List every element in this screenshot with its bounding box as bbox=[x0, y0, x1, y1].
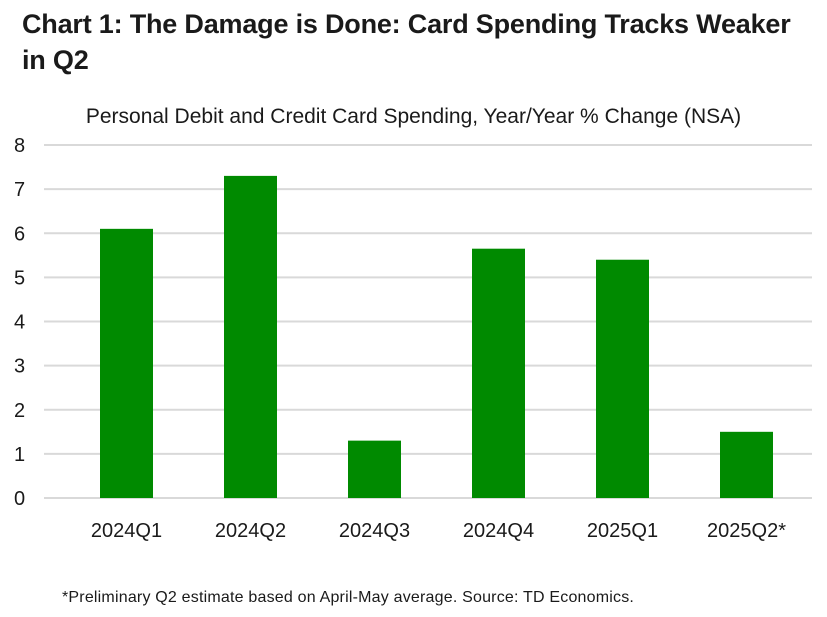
y-tick-label: 7 bbox=[14, 179, 25, 201]
bar-2025q1 bbox=[596, 259, 649, 498]
y-tick-label: 8 bbox=[14, 135, 25, 157]
y-tick-label: 2 bbox=[14, 400, 25, 422]
x-tick-label: 2024Q1 bbox=[91, 520, 162, 542]
x-tick-label: 2025Q1 bbox=[587, 520, 658, 542]
grid-layer bbox=[44, 144, 812, 499]
x-axis-ticks: 2024Q1 2024Q2 2024Q3 2024Q4 2025Q1 2025Q2* bbox=[91, 520, 786, 542]
y-tick-label: 6 bbox=[14, 223, 25, 245]
bar-2025q2-star bbox=[720, 431, 773, 498]
bars-layer bbox=[100, 175, 773, 498]
x-tick-label: 2024Q3 bbox=[339, 520, 410, 542]
chart-footnote: *Preliminary Q2 estimate based on April-… bbox=[62, 589, 635, 606]
chart-subtitle: Personal Debit and Credit Card Spending,… bbox=[85, 105, 742, 128]
y-tick-label: 1 bbox=[14, 444, 25, 466]
y-axis-ticks: 0 1 2 3 4 5 6 7 8 bbox=[14, 135, 25, 510]
x-tick-label: 2024Q2 bbox=[215, 520, 286, 542]
bar-2024q4 bbox=[472, 248, 525, 498]
y-tick-label: 0 bbox=[14, 488, 25, 510]
y-tick-label: 4 bbox=[14, 312, 25, 334]
bar-2024q1 bbox=[100, 228, 153, 498]
bar-2024q2 bbox=[224, 175, 277, 498]
bar-2024q3 bbox=[348, 440, 401, 498]
y-tick-label: 5 bbox=[14, 267, 25, 289]
y-tick-label: 3 bbox=[14, 356, 25, 378]
x-tick-label: 2024Q4 bbox=[463, 520, 534, 542]
x-tick-label: 2025Q2* bbox=[707, 520, 786, 542]
chart-title: Chart 1: The Damage is Done: Card Spendi… bbox=[22, 9, 791, 75]
